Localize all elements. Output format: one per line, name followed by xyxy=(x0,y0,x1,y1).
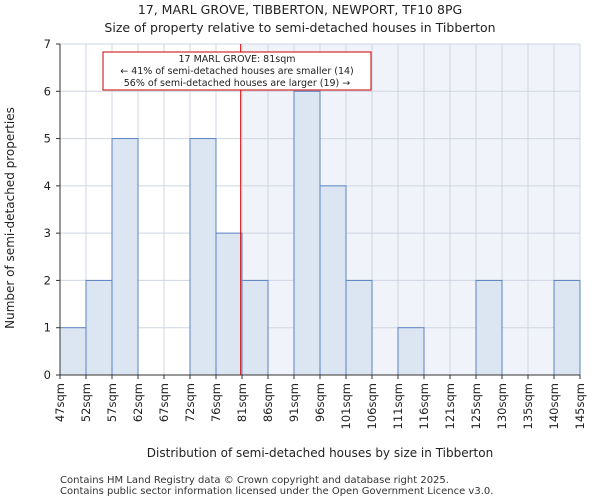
bar-125sqm xyxy=(475,279,503,376)
bar-76sqm xyxy=(215,232,243,376)
y-tick-label: 7 xyxy=(44,37,51,51)
bar-91sqm xyxy=(293,90,321,376)
x-axis-label: Distribution of semi-detached houses by … xyxy=(147,446,493,460)
bar-57sqm xyxy=(111,138,139,376)
x-tick-label: 57sqm xyxy=(105,383,119,422)
x-tick-label: 140sqm xyxy=(547,383,561,429)
y-tick-label: 6 xyxy=(44,84,51,98)
annotation-line-3: 56% of semi-detached houses are larger (… xyxy=(124,78,351,89)
x-tick-label: 62sqm xyxy=(131,383,145,422)
x-tick-label: 81sqm xyxy=(235,383,249,422)
x-tick-label: 130sqm xyxy=(495,383,509,429)
x-tick-label: 96sqm xyxy=(313,383,327,422)
y-tick-label: 5 xyxy=(44,132,51,146)
bar-72sqm xyxy=(189,138,217,376)
x-tick-label: 47sqm xyxy=(53,383,67,422)
bar-52sqm xyxy=(85,279,113,376)
y-tick-label: 1 xyxy=(44,321,51,335)
x-tick-label: 72sqm xyxy=(183,383,197,422)
chart-title: 17, MARL GROVE, TIBBERTON, NEWPORT, TF10… xyxy=(138,2,462,17)
annotation-box: 17 MARL GROVE: 81sqm ← 41% of semi-detac… xyxy=(102,51,372,91)
x-tick-label: 125sqm xyxy=(469,383,483,429)
bar-111sqm xyxy=(397,327,425,376)
x-tick-label: 106sqm xyxy=(365,383,379,429)
bar-81sqm xyxy=(241,279,269,376)
y-axis-label: Number of semi-detached properties xyxy=(3,107,17,329)
y-tick-label: 2 xyxy=(44,273,51,287)
footer-line-1: Contains HM Land Registry data © Crown c… xyxy=(60,475,449,486)
annotation-frame xyxy=(102,51,372,91)
x-tick-label: 76sqm xyxy=(209,383,223,422)
x-tick-label: 86sqm xyxy=(261,383,275,422)
chart-subtitle: Size of property relative to semi-detach… xyxy=(104,20,495,35)
y-tick-label: 0 xyxy=(44,368,51,382)
y-tick-label: 3 xyxy=(44,226,51,240)
bar-96sqm xyxy=(319,185,347,376)
x-tick-label: 52sqm xyxy=(79,383,93,422)
x-tick-label: 111sqm xyxy=(391,383,405,429)
x-tick-label: 116sqm xyxy=(417,383,431,429)
x-tick-label: 91sqm xyxy=(287,383,301,422)
bar-101sqm xyxy=(345,279,373,376)
x-tick-label: 145sqm xyxy=(573,383,587,429)
bar-140sqm xyxy=(553,279,581,376)
footer-line-2: Contains public sector information licen… xyxy=(60,486,493,497)
x-tick-label: 67sqm xyxy=(157,383,171,422)
x-tick-label: 101sqm xyxy=(339,383,353,429)
y-tick-label: 4 xyxy=(44,179,51,193)
x-tick-label: 121sqm xyxy=(443,383,457,429)
annotation-line-2: ← 41% of semi-detached houses are smalle… xyxy=(120,66,354,77)
x-tick-label: 135sqm xyxy=(521,383,535,429)
bar-47sqm xyxy=(59,327,87,376)
annotation-line-1: 17 MARL GROVE: 81sqm xyxy=(178,54,295,65)
highlight-region xyxy=(240,44,580,375)
plot-area: 0 1 2 3 4 5 6 7 47sqm 52sqm 57sqm 62sqm 67sqm 72sqm 76… xyxy=(44,37,587,429)
